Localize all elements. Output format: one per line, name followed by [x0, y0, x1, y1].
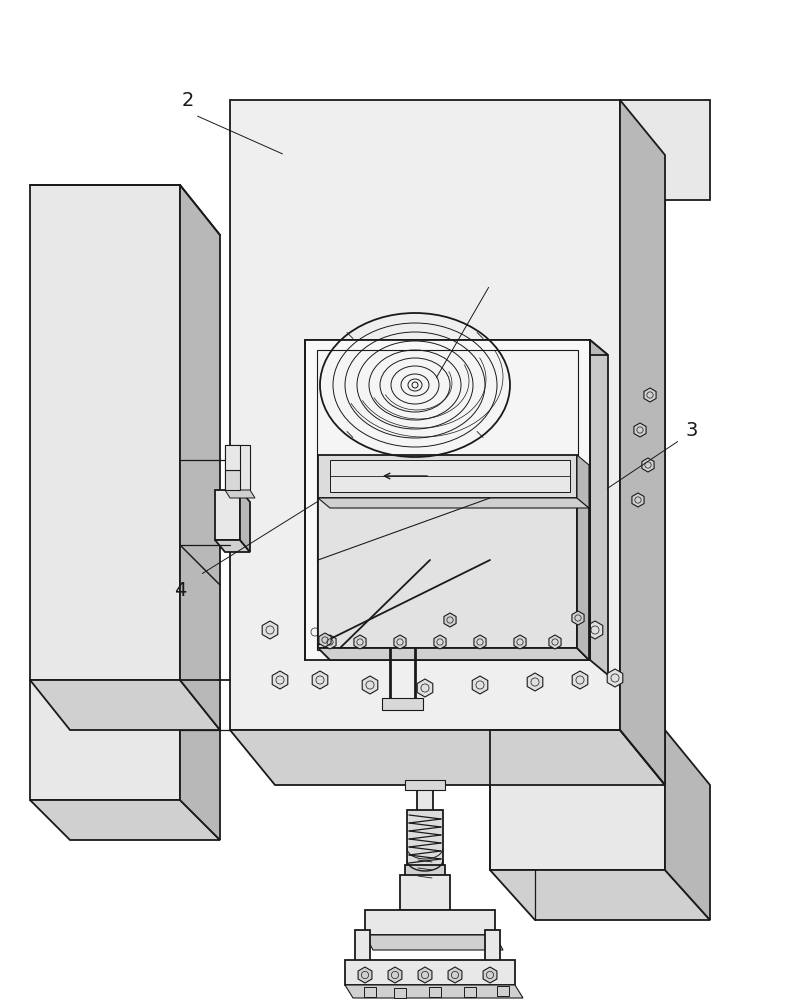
Polygon shape [448, 967, 462, 983]
Polygon shape [312, 671, 328, 689]
Polygon shape [307, 623, 323, 641]
Polygon shape [394, 635, 406, 649]
Polygon shape [30, 185, 180, 680]
Polygon shape [318, 495, 577, 648]
Polygon shape [400, 875, 450, 910]
Polygon shape [490, 870, 710, 920]
Polygon shape [394, 988, 406, 998]
Polygon shape [620, 100, 665, 785]
Polygon shape [474, 635, 486, 649]
Polygon shape [225, 445, 250, 490]
Polygon shape [30, 800, 220, 840]
Polygon shape [330, 460, 570, 492]
Polygon shape [572, 671, 588, 689]
Polygon shape [407, 810, 443, 870]
Polygon shape [230, 730, 665, 785]
Polygon shape [483, 967, 497, 983]
Polygon shape [422, 629, 438, 647]
Polygon shape [417, 785, 433, 870]
Polygon shape [180, 680, 220, 840]
Polygon shape [225, 470, 240, 490]
Polygon shape [354, 635, 366, 649]
Polygon shape [382, 698, 423, 710]
Polygon shape [318, 455, 577, 498]
Polygon shape [240, 490, 250, 552]
Polygon shape [365, 935, 503, 950]
Polygon shape [644, 388, 656, 402]
Polygon shape [318, 648, 589, 660]
Polygon shape [490, 730, 665, 870]
Polygon shape [30, 680, 180, 800]
Polygon shape [305, 340, 590, 660]
Polygon shape [388, 967, 402, 983]
Polygon shape [434, 635, 446, 649]
Polygon shape [485, 930, 500, 970]
Polygon shape [537, 623, 553, 641]
Polygon shape [587, 621, 603, 639]
Polygon shape [345, 985, 523, 998]
Polygon shape [607, 669, 623, 687]
Polygon shape [364, 987, 376, 997]
Polygon shape [262, 621, 278, 639]
Text: 3: 3 [686, 420, 699, 440]
Polygon shape [318, 498, 589, 508]
Text: 1: 1 [492, 258, 505, 277]
Polygon shape [305, 340, 608, 355]
Polygon shape [405, 865, 445, 880]
Polygon shape [665, 730, 710, 920]
Polygon shape [225, 490, 255, 498]
Polygon shape [527, 673, 543, 691]
Polygon shape [215, 540, 250, 552]
Polygon shape [317, 350, 578, 650]
Polygon shape [572, 611, 584, 625]
Polygon shape [464, 987, 476, 997]
Polygon shape [215, 490, 240, 540]
Polygon shape [319, 633, 331, 647]
Polygon shape [405, 780, 445, 790]
Polygon shape [362, 626, 378, 644]
Polygon shape [358, 967, 372, 983]
Polygon shape [620, 100, 665, 785]
Polygon shape [590, 340, 608, 675]
Polygon shape [225, 445, 240, 470]
Polygon shape [577, 495, 589, 660]
Polygon shape [472, 676, 488, 694]
Polygon shape [324, 635, 336, 649]
Text: 4: 4 [173, 580, 186, 599]
Polygon shape [230, 100, 620, 730]
Polygon shape [355, 930, 370, 970]
Polygon shape [642, 458, 654, 472]
Text: 2: 2 [182, 91, 194, 109]
Polygon shape [30, 680, 220, 730]
Polygon shape [429, 987, 441, 997]
Polygon shape [577, 455, 589, 508]
Polygon shape [272, 671, 287, 689]
Polygon shape [632, 493, 644, 507]
Polygon shape [365, 910, 495, 935]
Polygon shape [482, 626, 498, 644]
Polygon shape [180, 185, 220, 730]
Polygon shape [417, 679, 432, 697]
Polygon shape [400, 910, 457, 922]
Polygon shape [444, 613, 456, 627]
Polygon shape [497, 986, 509, 996]
Polygon shape [362, 676, 378, 694]
Polygon shape [620, 100, 710, 200]
Polygon shape [418, 967, 432, 983]
Polygon shape [345, 960, 515, 985]
Polygon shape [549, 635, 561, 649]
Polygon shape [634, 423, 646, 437]
Polygon shape [514, 635, 526, 649]
